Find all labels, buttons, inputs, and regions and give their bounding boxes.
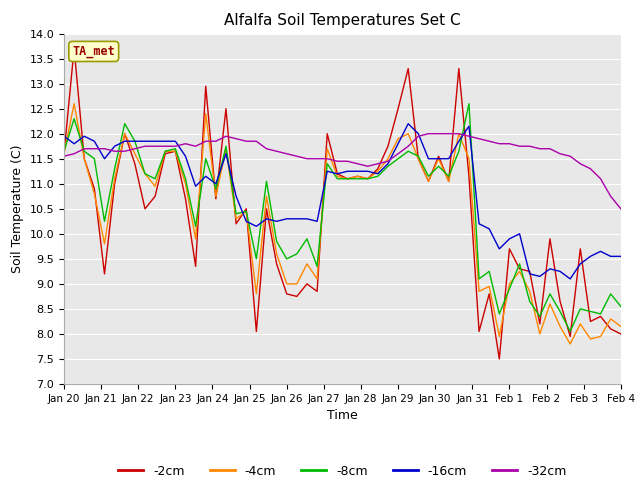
Y-axis label: Soil Temperature (C): Soil Temperature (C) <box>11 144 24 273</box>
X-axis label: Time: Time <box>327 409 358 422</box>
Title: Alfalfa Soil Temperatures Set C: Alfalfa Soil Temperatures Set C <box>224 13 461 28</box>
Legend: -2cm, -4cm, -8cm, -16cm, -32cm: -2cm, -4cm, -8cm, -16cm, -32cm <box>113 460 572 480</box>
Text: TA_met: TA_met <box>72 45 115 58</box>
